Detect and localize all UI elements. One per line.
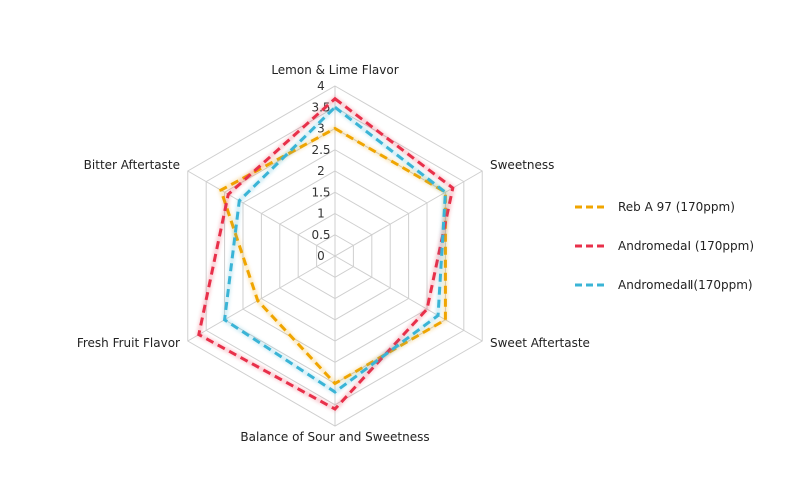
series-line <box>222 105 447 394</box>
tick-label: 1 <box>317 207 325 221</box>
axis-spoke <box>187 170 336 257</box>
legend: Reb A 97 (170ppm) AndromedaⅠ (170ppm) An… <box>575 200 754 292</box>
series-line <box>219 126 447 386</box>
tick-label: 1.5 <box>311 185 330 199</box>
legend-item: AndromedaⅡ(170ppm) <box>575 278 753 292</box>
axis-label-balance-of-sour-and-sweetness: Balance of Sour and Sweetness <box>240 430 429 444</box>
tick-label: 0 <box>317 249 325 263</box>
legend-label: Reb A 97 (170ppm) <box>618 200 735 214</box>
tick-label: 4 <box>317 79 325 93</box>
legend-label: AndromedaⅠ (170ppm) <box>618 239 754 253</box>
radar-series <box>195 95 456 413</box>
axis-label-sweetness: Sweetness <box>490 158 554 172</box>
axis-label-sweet-aftertaste: Sweet Aftertaste <box>490 336 590 350</box>
legend-label: AndromedaⅡ(170ppm) <box>618 278 753 292</box>
axis-label-fresh-fruit-flavor: Fresh Fruit Flavor <box>77 336 180 350</box>
tick-label: 2.5 <box>311 143 330 157</box>
axis-label-lemon-lime-flavor: Lemon & Lime Flavor <box>271 63 398 77</box>
radar-spokes <box>187 86 483 426</box>
axis-spoke <box>334 255 483 342</box>
axis-label-bitter-aftertaste: Bitter Aftertaste <box>84 158 180 172</box>
axis-labels: Lemon & Lime Flavor Sweetness Sweet Afte… <box>77 63 590 444</box>
series-line <box>197 96 455 411</box>
legend-item: Reb A 97 (170ppm) <box>575 200 735 214</box>
axis-spoke <box>334 170 483 257</box>
axis-spoke <box>187 255 336 342</box>
tick-label: 2 <box>317 164 325 178</box>
tick-label: 0.5 <box>311 228 330 242</box>
legend-item: AndromedaⅠ (170ppm) <box>575 239 754 253</box>
tick-label: 3 <box>317 122 325 136</box>
